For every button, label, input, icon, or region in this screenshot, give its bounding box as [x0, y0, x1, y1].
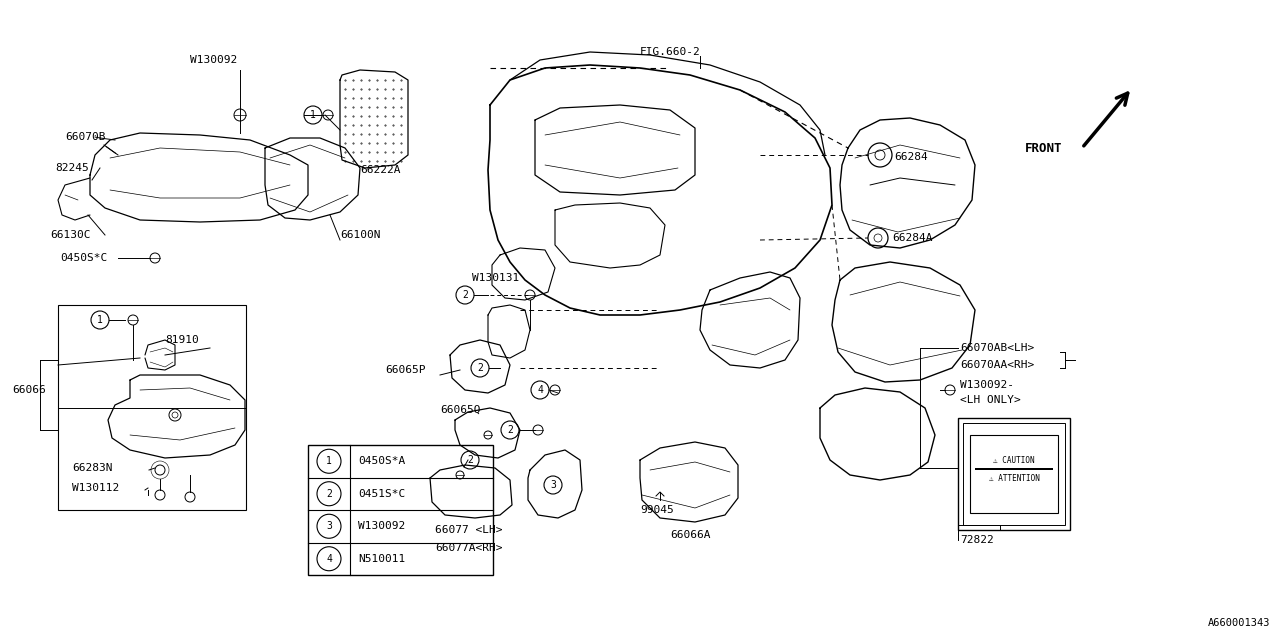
Text: 66066A: 66066A [669, 530, 710, 540]
Text: 2: 2 [507, 425, 513, 435]
Text: 66066: 66066 [12, 385, 46, 395]
Text: 66283N: 66283N [72, 463, 113, 473]
Text: 66070AA<RH>: 66070AA<RH> [960, 360, 1034, 370]
Text: W130092: W130092 [358, 521, 406, 531]
Text: 66077A<RH>: 66077A<RH> [435, 543, 503, 553]
Text: 66130C: 66130C [50, 230, 91, 240]
Text: 66065P: 66065P [385, 365, 425, 375]
Bar [957, 418, 1070, 530]
Text: 2: 2 [467, 455, 472, 465]
Text: FRONT: FRONT [1025, 141, 1062, 154]
Text: 2: 2 [462, 290, 468, 300]
Text: FIG.660-2: FIG.660-2 [640, 47, 700, 57]
Text: 0450S*C: 0450S*C [60, 253, 108, 263]
Text: W130112: W130112 [72, 483, 119, 493]
Text: 66070AB<LH>: 66070AB<LH> [960, 343, 1034, 353]
Text: 1: 1 [97, 315, 102, 325]
Text: A660001343: A660001343 [1207, 618, 1270, 628]
Bar [970, 435, 1059, 513]
Text: 3: 3 [326, 521, 332, 531]
Text: 2: 2 [326, 489, 332, 499]
Text: 66077 <LH>: 66077 <LH> [435, 525, 503, 535]
Text: 66284: 66284 [893, 152, 928, 162]
Text: 1: 1 [326, 456, 332, 467]
Bar [975, 468, 1053, 470]
Bar [308, 445, 493, 575]
Text: W130092: W130092 [189, 55, 237, 65]
Text: 99045: 99045 [640, 505, 673, 515]
Text: 3: 3 [550, 480, 556, 490]
Text: 4: 4 [326, 554, 332, 564]
Text: 0450S*A: 0450S*A [358, 456, 406, 467]
Text: 1: 1 [310, 110, 316, 120]
Text: 81910: 81910 [165, 335, 198, 345]
Text: W130131: W130131 [472, 273, 520, 283]
Bar [963, 423, 1065, 525]
Text: N510011: N510011 [358, 554, 406, 564]
Text: 66070B: 66070B [65, 132, 105, 142]
Text: 66065Q: 66065Q [440, 405, 480, 415]
Text: 72822: 72822 [960, 535, 993, 545]
Text: 66284A: 66284A [892, 233, 933, 243]
Bar [58, 305, 246, 510]
Text: 66222A: 66222A [360, 165, 401, 175]
Text: W130092-: W130092- [960, 380, 1014, 390]
Text: 2: 2 [477, 363, 483, 373]
Text: ⚠ CAUTION: ⚠ CAUTION [993, 456, 1034, 465]
Text: 4: 4 [538, 385, 543, 395]
Text: 82245: 82245 [55, 163, 88, 173]
Text: 0451S*C: 0451S*C [358, 489, 406, 499]
Text: 66100N: 66100N [340, 230, 380, 240]
Text: ⚠ ATTENTION: ⚠ ATTENTION [988, 474, 1039, 483]
Text: <LH ONLY>: <LH ONLY> [960, 395, 1020, 405]
